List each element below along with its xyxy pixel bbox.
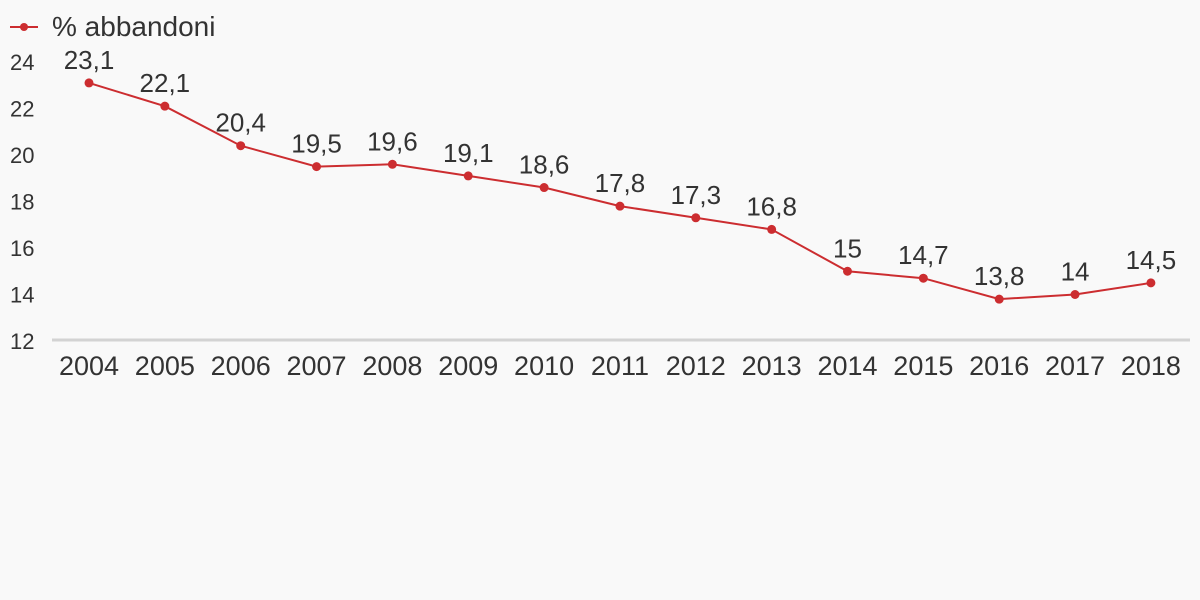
- data-point: [236, 141, 246, 151]
- x-tick-label: 2016: [969, 351, 1029, 381]
- data-point: [84, 78, 94, 88]
- data-point: [691, 213, 701, 223]
- data-label: 16,8: [746, 191, 797, 221]
- data-label: 22,1: [140, 68, 191, 98]
- data-label: 14,7: [898, 240, 949, 270]
- x-tick-label: 2012: [666, 351, 726, 381]
- data-point: [767, 224, 777, 234]
- data-point: [1070, 290, 1080, 299]
- data-label: 19,5: [291, 129, 342, 159]
- data-label: 23,1: [64, 45, 115, 75]
- data-label: 13,8: [974, 261, 1025, 291]
- y-tick-label: 18: [10, 190, 34, 215]
- legend-line-marker-icon: [10, 23, 38, 31]
- data-label: 19,6: [367, 126, 418, 156]
- x-tick-label: 2009: [438, 351, 498, 381]
- data-label: 18,6: [519, 150, 570, 180]
- x-tick-label: 2011: [591, 351, 649, 381]
- legend: % abbandoni: [10, 10, 215, 44]
- data-label: 14,5: [1126, 245, 1177, 275]
- y-tick-label: 24: [10, 50, 34, 75]
- x-tick-label: 2013: [742, 351, 802, 381]
- y-tick-label: 16: [10, 236, 34, 261]
- x-tick-label: 2005: [135, 351, 195, 381]
- data-label: 15: [833, 233, 862, 263]
- data-point: [387, 159, 397, 169]
- x-tick-label: 2004: [59, 351, 119, 381]
- x-tick-label: 2015: [893, 351, 953, 381]
- data-point: [160, 101, 170, 111]
- data-label: 14: [1061, 257, 1090, 287]
- data-label: 20,4: [215, 108, 266, 138]
- data-label: 17,8: [595, 168, 646, 198]
- x-tick-label: 2017: [1045, 351, 1105, 381]
- x-tick-label: 2018: [1121, 351, 1181, 381]
- y-tick-label: 14: [10, 283, 34, 308]
- data-point: [918, 273, 928, 283]
- x-tick-label: 2006: [211, 351, 271, 381]
- data-point: [843, 266, 852, 276]
- data-point: [539, 183, 549, 193]
- data-point: [994, 294, 1004, 304]
- data-label: 19,1: [443, 138, 494, 168]
- y-tick-label: 22: [10, 97, 34, 122]
- x-tick-label: 2010: [514, 351, 574, 381]
- data-point: [615, 201, 625, 211]
- x-tick-label: 2007: [287, 351, 347, 381]
- y-tick-label: 20: [10, 143, 34, 168]
- data-point: [312, 162, 322, 172]
- x-tick-label: 2008: [362, 351, 422, 381]
- data-label: 17,3: [670, 180, 721, 210]
- y-tick-label: 12: [10, 329, 34, 354]
- x-tick-label: 2014: [817, 351, 877, 381]
- legend-label: % abbandoni: [52, 11, 216, 42]
- data-point: [1146, 278, 1156, 288]
- data-point: [463, 171, 473, 181]
